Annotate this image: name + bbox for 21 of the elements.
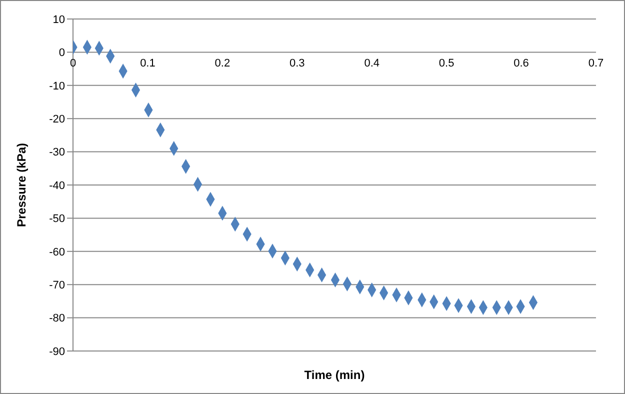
y-tick-label: 0 [58, 47, 65, 60]
x-tick-label: 0.3 [289, 57, 305, 70]
y-tick-label: -60 [49, 246, 65, 258]
y-tick-label: 10 [52, 14, 65, 26]
y-tick-label: -20 [49, 114, 65, 126]
y-tick-label: -30 [49, 146, 65, 159]
y-tick-label: -80 [49, 312, 65, 325]
x-axis-title: Time (min) [304, 368, 365, 382]
x-tick-label: 0.1 [140, 57, 156, 70]
x-tick-label: 0 [70, 57, 76, 70]
x-tick-label: 0.2 [214, 57, 230, 70]
y-tick-label: -50 [49, 213, 65, 226]
x-tick-label: 0.4 [364, 57, 380, 70]
x-tick-label: 0.7 [588, 57, 604, 70]
y-tick-label: -10 [49, 80, 65, 92]
y-axis-title: Pressure (kPa) [14, 142, 28, 228]
y-tick-label: -70 [49, 280, 65, 292]
x-tick-label: 0.6 [514, 57, 529, 70]
y-tick-label: -90 [49, 346, 65, 358]
x-tick-label: 0.5 [438, 57, 454, 70]
y-tick-label: -40 [49, 180, 65, 192]
